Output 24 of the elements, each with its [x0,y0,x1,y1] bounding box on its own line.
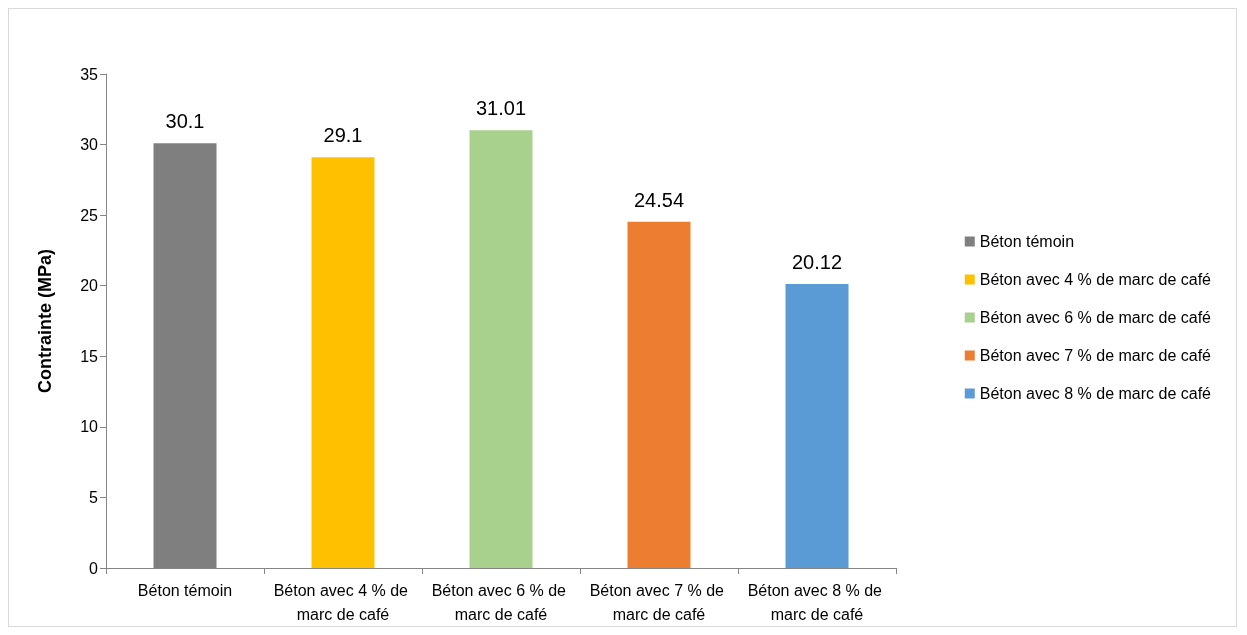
legend-label: Béton avec 7 % de marc de café [979,347,1212,364]
x-tick-label: Béton avec 7 % de marc de café [589,581,729,623]
x-tick-label: Béton avec 8 % de marc de café [747,581,887,623]
y-tick-label: 5 [89,488,99,506]
data-label: 30.1 [165,110,205,133]
legend-label: Béton avec 8 % de marc de café [979,385,1212,402]
y-tick-label: 25 [80,206,99,224]
legend-label: Béton témoin [979,233,1075,250]
data-label: 29.1 [323,124,363,147]
x-tick-label: Béton avec 6 % de marc de café [431,581,571,623]
y-tick-label: 20 [80,277,99,295]
x-tick-label: Béton témoin [137,581,233,599]
legend-label: Béton avec 4 % de marc de café [979,271,1212,288]
y-tick-label: 10 [80,418,99,436]
data-label: 31.01 [475,97,527,120]
y-tick-label: 30 [80,136,99,154]
x-tick-label: Béton avec 4 % de marc de café [273,581,413,623]
y-tick-label: 15 [80,347,99,365]
data-label: 20.12 [791,251,843,274]
data-label: 24.54 [633,188,685,211]
y-tick-label: 35 [80,65,99,83]
y-tick-label: 0 [89,559,99,577]
legend-label: Béton avec 6 % de marc de café [979,309,1212,326]
y-axis-title: Contrainte (MPa) [35,248,55,393]
